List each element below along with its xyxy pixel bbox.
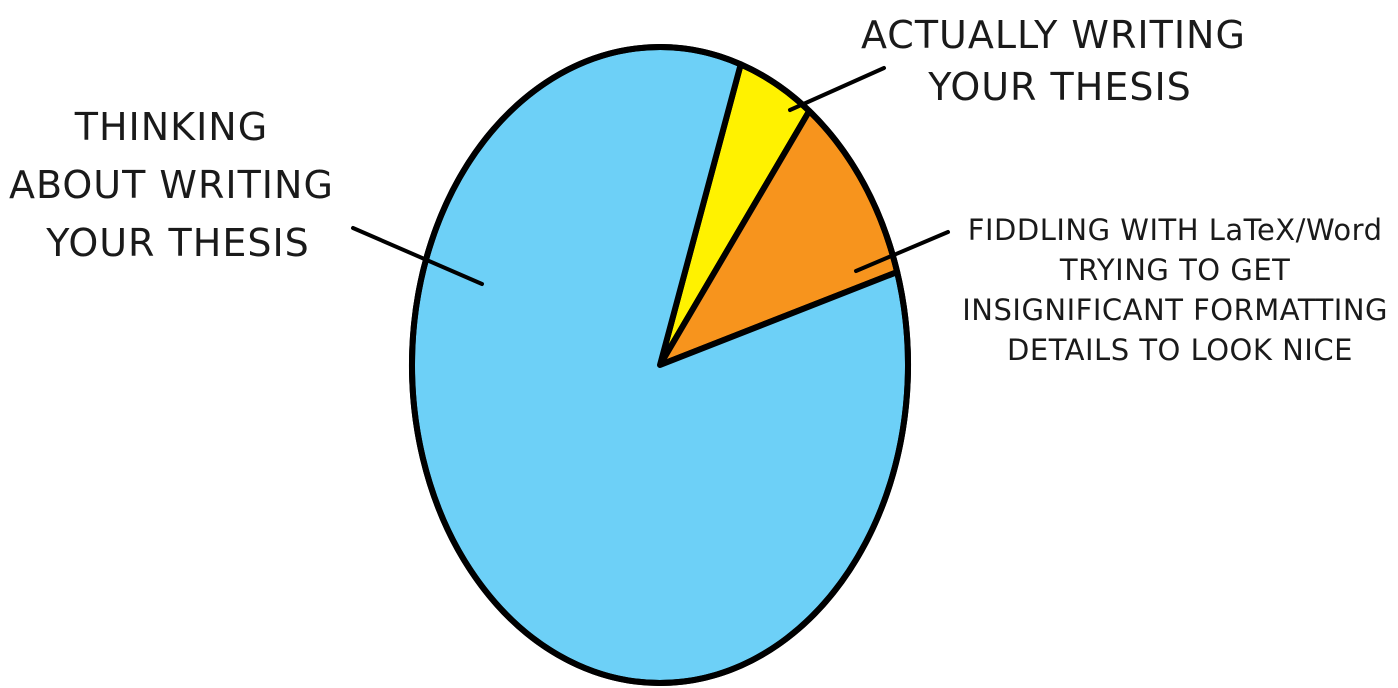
label-thinking-line-2: ABOUT WRITING	[9, 163, 334, 207]
leader-line-actually	[788, 66, 886, 112]
label-actually-line-1: ACTUALLY WRITING	[861, 13, 1246, 57]
leader-line-thinking	[351, 226, 484, 286]
label-fiddling: FIDDLING WITH LaTeX/Word TRYING TO GET I…	[962, 213, 1398, 367]
label-fiddling-line-3: INSIGNIFICANT FORMATTING	[962, 293, 1388, 327]
label-fiddling-line-2: TRYING TO GET	[1059, 253, 1290, 287]
leader-line-fiddling	[854, 230, 950, 273]
pie-outline	[409, 44, 911, 686]
label-fiddling-line-4: DETAILS TO LOOK NICE	[1007, 333, 1353, 367]
label-fiddling-line-1: FIDDLING WITH LaTeX/Word	[968, 213, 1383, 247]
label-thinking-line-1: THINKING	[74, 105, 268, 149]
label-thinking-line-3: YOUR THESIS	[45, 221, 310, 265]
leader-lines	[351, 66, 950, 286]
label-actually: ACTUALLY WRITING YOUR THESIS	[861, 13, 1259, 109]
label-thinking: THINKING ABOUT WRITING YOUR THESIS	[9, 105, 347, 265]
label-actually-line-2: YOUR THESIS	[927, 65, 1192, 109]
